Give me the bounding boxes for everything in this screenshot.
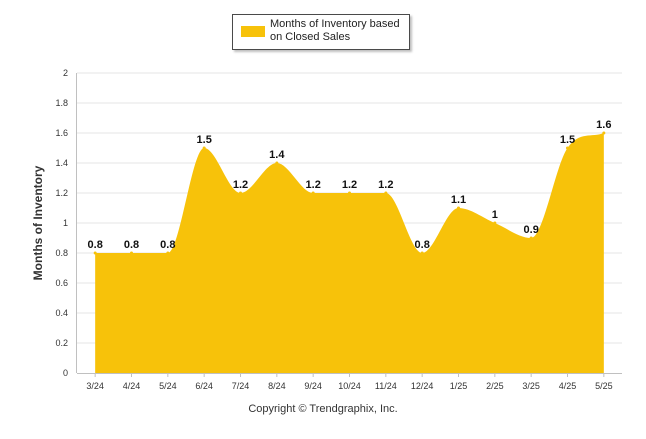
copyright-text: Copyright © Trendgraphix, Inc.	[248, 403, 398, 415]
x-tick-label: 1/25	[450, 381, 468, 391]
y-tick-label: 1.6	[55, 128, 68, 138]
data-point	[93, 251, 97, 255]
x-tick-label: 10/24	[338, 381, 361, 391]
data-label: 1.5	[197, 134, 212, 146]
legend-label: Months of Inventory based on Closed Sale…	[270, 18, 400, 43]
data-point	[275, 161, 279, 165]
data-label: 1.2	[306, 179, 321, 191]
data-point	[602, 131, 606, 135]
x-tick-label: 9/24	[304, 381, 322, 391]
data-label: 0.8	[124, 239, 139, 251]
y-tick-label: 1.4	[55, 158, 68, 168]
data-label: 1.4	[269, 149, 285, 161]
data-label: 1.6	[596, 119, 611, 131]
x-tick-label: 5/25	[595, 381, 613, 391]
y-tick-label: 0.6	[55, 278, 68, 288]
data-point	[420, 251, 424, 255]
x-tick-label: 11/24	[375, 381, 397, 391]
data-point	[311, 191, 315, 195]
data-point	[130, 251, 133, 255]
x-tick-label: 6/24	[195, 381, 213, 391]
y-tick-label: 0.8	[55, 248, 68, 258]
data-label: 0.8	[160, 239, 175, 251]
y-tick-label: 0.4	[55, 308, 68, 318]
data-point	[239, 191, 242, 195]
area-series	[95, 133, 604, 373]
data-point	[384, 191, 388, 195]
x-tick-label: 2/25	[486, 381, 504, 391]
x-tick-label: 5/24	[159, 381, 177, 391]
data-point	[493, 221, 497, 225]
y-tick-label: 2	[63, 68, 68, 78]
data-point	[166, 251, 170, 255]
data-point	[348, 191, 351, 195]
data-point	[202, 146, 206, 150]
data-point	[566, 146, 569, 150]
x-tick-label: 4/24	[123, 381, 141, 391]
data-point	[457, 206, 460, 210]
x-tick-label: 3/24	[86, 381, 104, 391]
data-label: 1.2	[342, 179, 357, 191]
data-label: 1.2	[378, 179, 393, 191]
x-tick-label: 7/24	[232, 381, 250, 391]
y-axis-title: Months of Inventory	[31, 165, 45, 280]
data-label: 1.2	[233, 179, 248, 191]
data-label: 1.5	[560, 134, 575, 146]
x-tick-label: 8/24	[268, 381, 286, 391]
data-label: 0.8	[88, 239, 103, 251]
data-label: 1.1	[451, 194, 466, 206]
y-tick-label: 0.2	[55, 338, 68, 348]
legend: Months of Inventory based on Closed Sale…	[232, 14, 410, 50]
y-tick-label: 0	[63, 368, 68, 378]
data-point	[529, 236, 533, 240]
data-label: 0.9	[524, 224, 539, 236]
y-tick-label: 1.2	[55, 188, 68, 198]
y-tick-label: 1.8	[55, 98, 68, 108]
x-tick-label: 3/25	[522, 381, 540, 391]
x-tick-label: 12/24	[411, 381, 434, 391]
data-label: 0.8	[415, 239, 430, 251]
x-tick-label: 4/25	[559, 381, 577, 391]
legend-swatch	[241, 26, 265, 37]
data-label: 1	[492, 209, 498, 221]
y-tick-label: 1	[63, 218, 68, 228]
